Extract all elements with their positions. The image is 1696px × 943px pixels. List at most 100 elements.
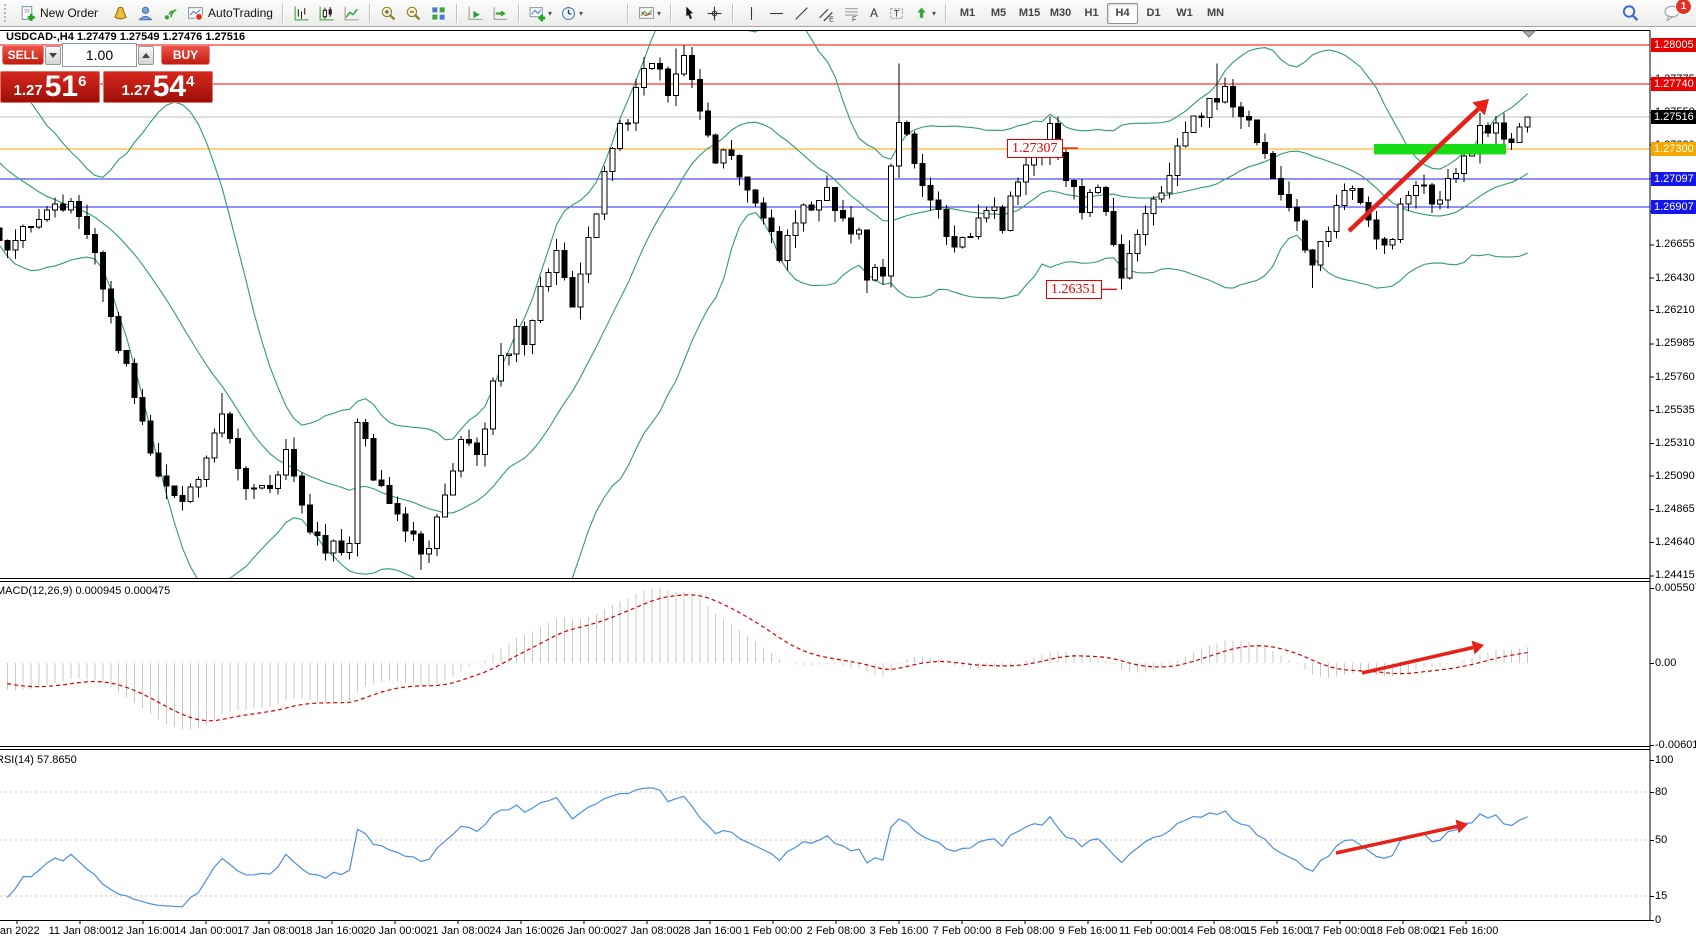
price-tick-label: 1.25760 — [1655, 370, 1695, 383]
chart-shift-button[interactable] — [488, 1, 513, 25]
trendline-button[interactable] — [789, 1, 814, 25]
candle-body — [1174, 145, 1181, 177]
candle-body — [959, 236, 966, 248]
candle-body — [1230, 86, 1237, 108]
date-label: 2 Feb 08:00 — [806, 925, 866, 937]
candle-body — [903, 122, 910, 135]
search-button[interactable] — [1617, 1, 1644, 25]
zoom-in-button[interactable] — [376, 1, 401, 25]
date-label: 21 Jan 08:00 — [426, 925, 490, 937]
periods-button[interactable]: ▾ — [556, 1, 587, 25]
trend-arrow[interactable] — [1347, 107, 1481, 233]
price-axis-badge: 1.27300 — [1651, 142, 1696, 157]
bollinger-band-line — [0, 121, 1528, 514]
volume-decrease-button[interactable] — [45, 46, 61, 65]
date-label: 26 Jan 00:00 — [552, 925, 616, 937]
candle-body — [426, 548, 433, 555]
triangle-down-icon — [49, 53, 57, 58]
triangle-up-icon — [142, 53, 150, 58]
timeframe-m5[interactable]: M5 — [990, 6, 1007, 19]
rsi-pane — [0, 787, 1650, 908]
timeframe-m15[interactable]: M15 — [1018, 6, 1041, 19]
new-order-button[interactable]: New Order — [15, 1, 102, 25]
candle-body — [513, 326, 520, 355]
sell-price-prefix: 1.27 — [13, 82, 43, 99]
candle-body — [577, 273, 584, 308]
candle-body — [1269, 152, 1276, 179]
candle-body — [1277, 177, 1284, 195]
sell-button[interactable]: SELL — [2, 45, 44, 65]
volume-increase-button[interactable] — [138, 46, 154, 65]
buy-price-pip: 4 — [186, 73, 195, 90]
volume-input[interactable] — [62, 43, 137, 67]
fibonacci-button[interactable]: F — [839, 1, 864, 25]
candle-body — [67, 200, 74, 211]
candle-body — [879, 267, 886, 277]
equidistant-channel-button[interactable]: E — [814, 1, 839, 25]
candle-body — [20, 225, 27, 242]
candle-body — [768, 217, 775, 233]
timeframe-h4[interactable]: H4 — [1107, 2, 1139, 24]
price-callout[interactable]: 1.27307 — [1007, 139, 1063, 159]
trend-arrow[interactable] — [1361, 645, 1474, 675]
buy-button[interactable]: BUY — [161, 45, 210, 65]
crosshair-button[interactable] — [702, 1, 727, 25]
timeframe-d1[interactable]: D1 — [1146, 6, 1161, 19]
dropdown-arrow-icon: ▾ — [932, 8, 937, 18]
candle-body — [752, 189, 759, 204]
deposit-button[interactable] — [108, 1, 133, 25]
toolbar-separator — [517, 3, 520, 23]
timeframe-h1[interactable]: H1 — [1084, 6, 1099, 19]
text-button[interactable]: A — [864, 1, 884, 25]
horizontal-line-button[interactable] — [764, 1, 789, 25]
candle-body — [497, 355, 504, 382]
dropdown-arrow-icon: ▾ — [578, 8, 583, 18]
date-label: 12 Jan 16:00 — [111, 925, 175, 937]
chart-shift-icon — [492, 5, 509, 22]
candle-body — [537, 285, 544, 322]
candle-body — [808, 204, 815, 211]
arrows-icon — [913, 5, 930, 22]
candle-body — [75, 200, 82, 217]
templates-button[interactable]: ▾ — [634, 1, 665, 25]
timeframe-w1[interactable]: W1 — [1176, 6, 1193, 19]
indicators-button[interactable]: ▾ — [525, 1, 556, 25]
community-button[interactable] — [133, 1, 158, 25]
candle-body — [1381, 238, 1388, 246]
candle-body — [465, 439, 472, 444]
trend-arrow[interactable] — [1335, 824, 1458, 855]
candlestick-chart-button[interactable] — [314, 1, 339, 25]
cursor-button[interactable] — [677, 1, 702, 25]
signals-button[interactable] — [158, 1, 183, 25]
toolbar-grip[interactable] — [4, 4, 11, 22]
rsi-tick-label: 100 — [1655, 754, 1674, 766]
candle-body — [672, 73, 679, 97]
candle-body — [784, 234, 791, 261]
chat-button[interactable]: 1 — [1658, 0, 1692, 25]
price-callout[interactable]: 1.26351 — [1046, 280, 1102, 300]
timeframe-mn[interactable]: MN — [1206, 6, 1225, 19]
candle-body — [983, 209, 990, 219]
zoom-out-button[interactable] — [401, 1, 426, 25]
candle-body — [171, 485, 178, 496]
arrows-button[interactable]: ▾ — [909, 1, 940, 25]
trend-arrow-head — [1455, 819, 1468, 834]
rsi-tick-label: 50 — [1655, 834, 1668, 846]
date-label: 3 Feb 16:00 — [869, 925, 929, 937]
timeframe-m30[interactable]: M30 — [1049, 6, 1072, 19]
vertical-line-button[interactable] — [739, 1, 764, 25]
macd-tick-label: 0.00 — [1655, 657, 1677, 669]
candle-body — [593, 213, 600, 238]
timeframe-m1[interactable]: M1 — [959, 6, 976, 19]
support-zone-rect[interactable] — [1374, 143, 1506, 155]
price-tick-label: 1.25985 — [1655, 337, 1695, 350]
macd-signal-line — [7, 594, 1528, 722]
auto-scroll-button[interactable] — [463, 1, 488, 25]
tile-windows-button[interactable] — [426, 1, 451, 25]
bar-chart-button[interactable] — [289, 1, 314, 25]
autotrading-label: AutoTrading — [208, 6, 273, 20]
text-label-button[interactable]: T — [884, 1, 909, 25]
autotrading-button[interactable]: AutoTrading — [183, 1, 277, 25]
line-chart-button[interactable] — [339, 1, 364, 25]
